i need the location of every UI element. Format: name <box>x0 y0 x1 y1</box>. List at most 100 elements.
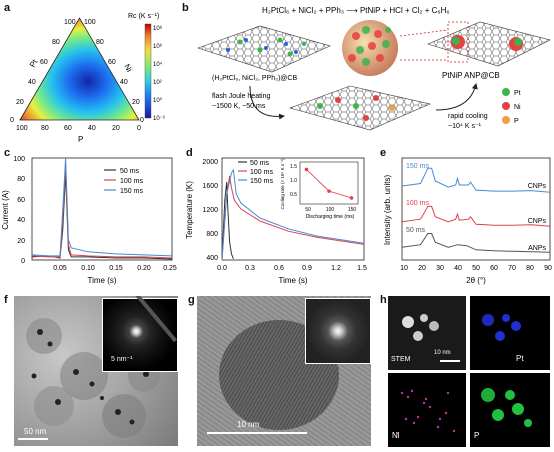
series-line <box>31 157 173 257</box>
xtick: 1.5 <box>357 265 367 272</box>
heating-label-1: flash Joule heating <box>212 93 270 100</box>
inset-xtick: 50 <box>305 207 311 213</box>
ytick: 40 <box>17 217 25 224</box>
inset-ytick: 0.5 <box>290 192 297 198</box>
xtick: 80 <box>526 265 534 272</box>
legend: 50 ms 100 ms 150 ms <box>238 160 273 185</box>
trace-label: 100 ms <box>406 200 429 207</box>
series-line <box>221 168 365 261</box>
colorbar-tick: 10⁴ <box>153 61 163 68</box>
xtick: 20 <box>418 265 426 272</box>
panel-label-f: f <box>4 294 8 306</box>
colorbar-tick: 10⁶ <box>153 43 163 50</box>
series-line <box>401 167 551 193</box>
pt-map: Pt <box>470 296 550 370</box>
scale-bar <box>207 432 307 434</box>
ternary-tick: 20 <box>16 99 24 106</box>
x-axis-label: 2θ (°) <box>466 276 486 285</box>
xtick: 0.20 <box>137 265 151 272</box>
legend-ni: Ni <box>514 104 521 111</box>
xtick: 40 <box>454 265 462 272</box>
panel-label-e: e <box>380 147 387 159</box>
trace-label: 50 ms <box>406 227 426 234</box>
ternary-diagram: 0 20 40 60 80 100 100 80 60 40 20 0 100 … <box>10 13 165 144</box>
ternary-tick: 0 <box>137 125 141 132</box>
ytick: 1200 <box>202 207 218 214</box>
ytick: 0 <box>21 258 25 265</box>
xtick: 1.2 <box>331 265 341 272</box>
intermediate-dots <box>317 95 395 121</box>
panel-label-a: a <box>4 2 11 14</box>
fft-inset <box>305 298 371 364</box>
xtick: 10 <box>400 265 408 272</box>
ternary-tick: 40 <box>120 79 128 86</box>
ytick: 2000 <box>202 159 218 166</box>
xtick: 30 <box>436 265 444 272</box>
series-line <box>221 175 365 261</box>
ternary-tick: 80 <box>52 39 60 46</box>
chart-current: 0 20 40 60 80 100 0.05 0.10 0.15 0.20 0.… <box>1 156 177 285</box>
ternary-tick: 100 <box>16 125 28 132</box>
panel-label-b: b <box>182 2 189 14</box>
nanoparticle-atoms <box>348 26 391 66</box>
tem-particles <box>18 318 160 440</box>
xtick: 0.10 <box>81 265 95 272</box>
ternary-tick: 60 <box>108 59 116 66</box>
hrtem-image: 10 nm <box>197 296 371 446</box>
colorbar <box>144 23 152 119</box>
legend-entry: 50 ms <box>120 168 140 175</box>
graphene-sheet-right <box>427 21 551 67</box>
stem-map: STEM 10 nm <box>388 296 466 370</box>
y-axis-label: Current (A) <box>1 190 10 230</box>
colorbar-tick: 10⁰ <box>153 97 163 104</box>
legend-entry: 50 ms <box>250 160 270 167</box>
element-legend: Pt Ni P <box>502 88 521 125</box>
precursor-label: (H₂PtCl₆, NiCl₂, PPh₃)@CB <box>212 75 297 82</box>
legend-p: P <box>514 118 519 125</box>
tem-image: 50 nm 5 nm⁻¹ <box>14 296 178 446</box>
colorbar-tick: 10⁻² <box>153 116 165 122</box>
ternary-tick: 100 <box>84 19 96 26</box>
inset-ytick: 1.0 <box>290 178 297 184</box>
legend-entry: 150 ms <box>250 178 273 185</box>
synthesis-schematic: H₂PtCl₆ + NiCl₂ + PPh₃ ⟶ PtNiP + HCl + C… <box>197 6 551 131</box>
precursor-dots <box>226 37 306 57</box>
scale-bar-label: 50 nm <box>24 427 47 436</box>
x-axis-label: Time (s) <box>278 276 307 285</box>
colorbar-tick: 10² <box>153 80 162 86</box>
diffraction-inset: 5 nm⁻¹ <box>102 296 178 372</box>
colorbar-title: Rc (K s⁻¹) <box>128 13 159 20</box>
graphene-sheet-left <box>197 25 331 73</box>
inset-line <box>306 169 352 199</box>
pt-label: Pt <box>516 354 524 363</box>
xtick: 0.0 <box>217 265 227 272</box>
legend-entry: 150 ms <box>120 188 143 195</box>
phase-label: ANPs <box>528 245 546 252</box>
xtick: 0.3 <box>245 265 255 272</box>
ytick: 1600 <box>202 183 218 190</box>
legend-entry: 100 ms <box>250 169 273 176</box>
stem-label: STEM <box>391 356 411 363</box>
xtick: 0.05 <box>53 265 67 272</box>
panel-label-c: c <box>4 147 11 159</box>
inset-x-label: Discharging time (ms) <box>306 214 355 220</box>
panel-label-d: d <box>186 147 193 159</box>
heating-arrow <box>249 85 285 120</box>
legend: 50 ms 100 ms 150 ms <box>104 168 143 195</box>
panel-label-g: g <box>188 294 195 306</box>
xtick: 60 <box>490 265 498 272</box>
series-line <box>31 173 173 260</box>
axis-name-ni: Ni <box>122 63 134 74</box>
ternary-tick: 100 <box>64 19 76 26</box>
ternary-tick: 0 <box>140 117 144 124</box>
xtick: 0.15 <box>109 265 123 272</box>
p-label: P <box>474 431 480 440</box>
ytick: 800 <box>206 231 218 238</box>
inset-xtick: 100 <box>326 207 335 213</box>
inset-point <box>349 196 354 200</box>
chart-xrd: 10 20 30 40 50 60 70 80 90 2θ (°) Intens… <box>383 157 552 285</box>
xtick: 90 <box>544 265 552 272</box>
phase-label: CNPs <box>528 183 547 190</box>
ni-label: Ni <box>392 431 400 440</box>
inset-xtick: 150 <box>348 207 357 213</box>
